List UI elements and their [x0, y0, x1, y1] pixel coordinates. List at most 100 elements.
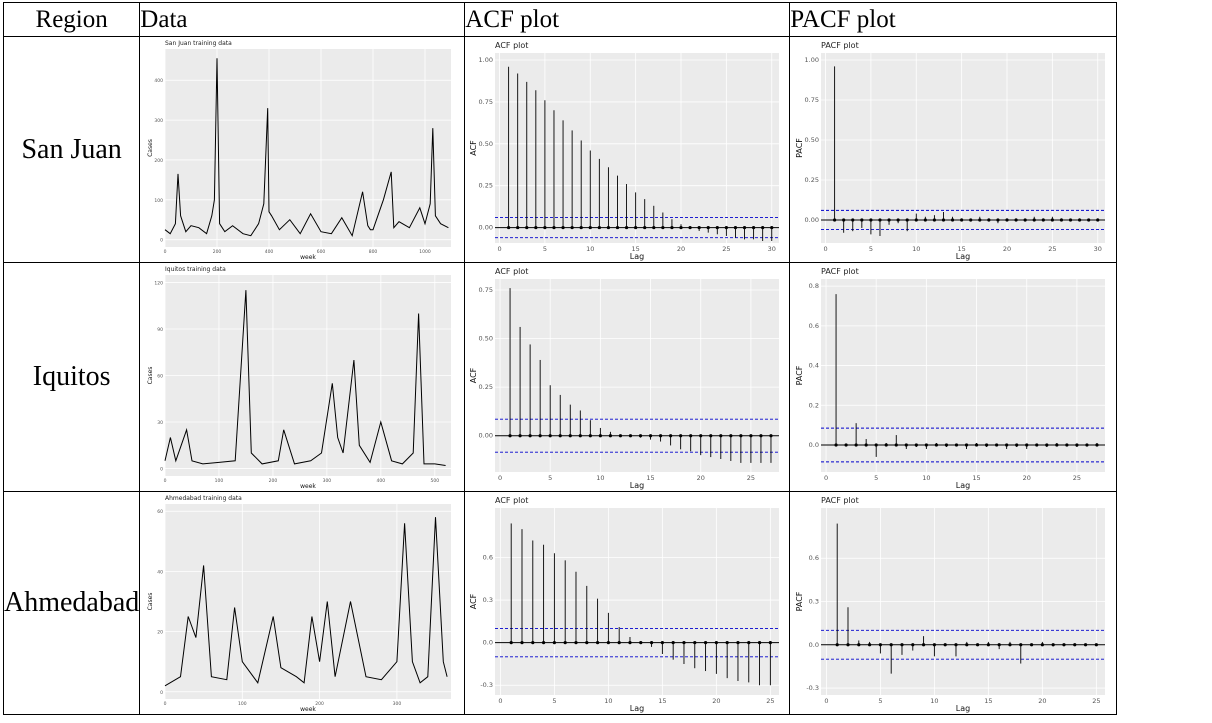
lag-point — [734, 225, 738, 229]
lag-point — [869, 217, 873, 222]
lag-point — [520, 640, 524, 644]
y-axis-label: Cases — [147, 592, 154, 610]
lag-point — [628, 640, 632, 644]
y-tick-label: 60 — [158, 373, 164, 379]
lag-point — [688, 225, 692, 229]
lag-point — [1051, 642, 1056, 646]
lag-point — [661, 225, 665, 229]
x-tick-label: 0 — [498, 474, 502, 482]
lag-point — [749, 433, 753, 437]
y-tick-label: 0.4 — [809, 361, 819, 369]
lag-point — [736, 640, 740, 644]
lag-point — [896, 217, 901, 222]
pacf-chart: PACF plot 0 5 10 15 20 25 30 0.00 0.25 0.50 0.75 1.0… — [795, 41, 1106, 261]
y-tick-label: 0.25 — [479, 181, 493, 189]
x-tick-label: 400 — [377, 478, 386, 484]
y-tick-label: 40 — [158, 569, 164, 575]
lag-point — [1041, 217, 1046, 222]
x-tick-label: 15 — [985, 697, 993, 705]
lag-point — [747, 640, 751, 644]
x-tick-label: 5 — [553, 697, 557, 705]
chart-title: Iquitos training data — [165, 266, 226, 273]
lag-point — [846, 642, 850, 646]
x-tick-label: 5 — [548, 474, 552, 482]
lag-point — [1078, 217, 1082, 222]
y-tick-label: 0.3 — [809, 597, 819, 605]
lag-point — [900, 642, 904, 646]
lag-point — [987, 642, 991, 646]
lag-point — [652, 225, 656, 229]
x-tick-label: 500 — [431, 478, 440, 484]
lag-point — [1062, 642, 1066, 646]
lag-point — [995, 442, 999, 447]
lag-point — [769, 640, 773, 644]
lag-point — [965, 642, 969, 646]
lag-point — [878, 217, 882, 222]
x-tick-label: 25 — [723, 245, 731, 253]
x-tick-label: 10 — [597, 474, 605, 482]
chart-title: ACF plot — [495, 41, 528, 50]
lag-point — [1032, 217, 1037, 222]
lag-point — [596, 640, 600, 644]
lag-point — [1005, 442, 1009, 447]
lag-point — [985, 442, 989, 447]
plot-cell: ACF plot 0 5 10 15 20 25 -0.3 0.0 0.3 0.6 Lag ACF — [464, 491, 791, 715]
chart-title: San Juan training data — [165, 40, 232, 47]
chart-title: Ahmedabad training data — [165, 495, 242, 502]
lag-point — [558, 433, 563, 437]
plot-cell: ACF plot 0 5 10 15 20 25 30 0.00 0.25 0.50 0.75 1.00… — [464, 36, 791, 263]
y-axis-label: ACF — [469, 139, 478, 155]
lag-point — [548, 433, 553, 437]
lag-point — [528, 433, 533, 437]
y-tick-label: 0.00 — [479, 223, 493, 231]
plot-cell: PACF plot 0 5 10 15 20 25 0.0 0.2 0.4 0.6 0.8 Lag PAC… — [789, 262, 1118, 492]
x-tick-label: 20 — [713, 697, 721, 705]
lag-point — [1095, 442, 1099, 447]
header-row: Region Data ACF plot PACF plot — [2, 2, 1118, 37]
plot-panel — [821, 278, 1106, 472]
plot-panel — [495, 52, 780, 243]
lag-point — [1041, 642, 1045, 646]
y-axis-label: Cases — [147, 139, 154, 157]
lag-point — [1030, 642, 1034, 646]
lag-point — [1065, 442, 1069, 447]
x-tick-label: 10 — [923, 474, 931, 482]
lag-point — [719, 433, 723, 437]
y-tick-label: 0 — [160, 466, 163, 472]
lag-point — [955, 442, 959, 447]
lag-point — [915, 442, 919, 447]
y-tick-label: 90 — [158, 326, 164, 332]
lag-point — [679, 433, 683, 437]
lag-point — [725, 640, 730, 644]
lag-point — [769, 433, 773, 437]
y-axis-label: PACF — [795, 591, 804, 611]
lag-point — [643, 225, 647, 229]
x-axis-label: Lag — [630, 704, 644, 713]
x-tick-label: 25 — [747, 474, 755, 482]
table-row: Ahmedabad Ahmedabad training data 0 100 200… — [2, 491, 1118, 715]
x-tick-label: 0 — [825, 697, 829, 705]
x-tick-label: 200 — [213, 249, 222, 255]
y-tick-label: 0.00 — [805, 215, 819, 223]
lag-point — [835, 642, 840, 646]
x-tick-label: 15 — [632, 245, 640, 253]
x-axis-label: week — [300, 706, 316, 713]
x-axis-label: Lag — [630, 252, 644, 261]
lag-point — [1073, 642, 1077, 646]
lag-point — [619, 433, 623, 437]
lag-point — [1008, 642, 1012, 646]
lag-point — [884, 442, 889, 447]
x-axis-label: week — [300, 254, 316, 261]
lag-point — [889, 642, 894, 646]
lag-point — [585, 640, 589, 644]
x-tick-label: 0 — [164, 249, 167, 255]
lag-point — [1085, 442, 1089, 447]
y-tick-label: 0.50 — [805, 136, 819, 144]
x-axis-label: week — [300, 483, 316, 490]
y-tick-label: 0 — [160, 237, 163, 243]
lag-point — [874, 442, 879, 447]
header-pacf: PACF plot — [789, 2, 1118, 37]
lag-point — [670, 225, 674, 229]
x-tick-label: 30 — [768, 245, 776, 253]
lag-point — [709, 433, 713, 437]
